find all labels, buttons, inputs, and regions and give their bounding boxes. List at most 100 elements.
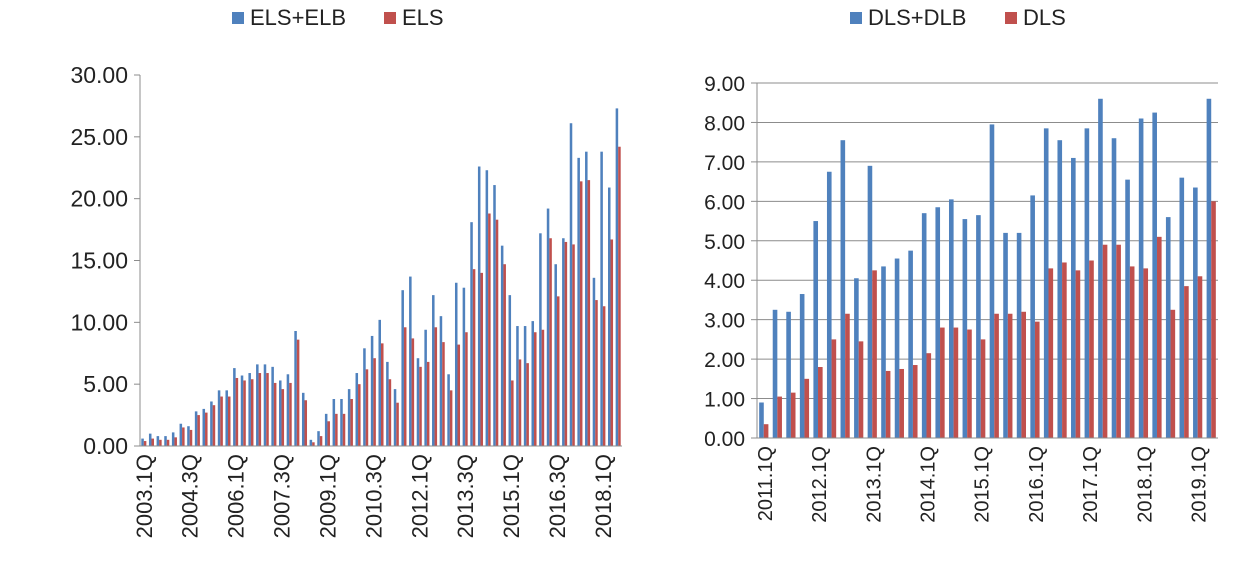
bar-secondary: [587, 180, 591, 446]
bar-total: [569, 123, 573, 446]
bar-secondary: [143, 441, 147, 446]
bar-secondary: [250, 379, 254, 446]
bar-total: [921, 213, 927, 438]
bar-total: [516, 326, 519, 446]
bar-total: [447, 374, 450, 446]
bar-total: [592, 277, 596, 446]
y-tick-label: 3.00: [704, 310, 745, 333]
bar-secondary: [1062, 262, 1067, 438]
bar-total: [813, 221, 819, 438]
x-tick-label: 2015.1Q: [972, 446, 994, 523]
bar-total: [854, 278, 859, 438]
bar-secondary: [579, 181, 583, 446]
bar-secondary: [526, 363, 529, 446]
bar-secondary: [426, 361, 430, 446]
bar-secondary: [212, 405, 216, 446]
bar-total: [179, 423, 183, 446]
bar-total: [370, 335, 374, 446]
legend-swatch: [384, 12, 396, 24]
bar-secondary: [845, 313, 850, 438]
bar-secondary: [480, 272, 483, 446]
bar-secondary: [777, 396, 782, 438]
bar-total: [908, 250, 913, 438]
bar-total: [340, 399, 343, 446]
bar-total: [263, 364, 267, 446]
bar-secondary: [381, 343, 384, 446]
bar-secondary: [442, 342, 445, 446]
bar-secondary: [411, 338, 415, 446]
bar-secondary: [296, 339, 300, 446]
bar-secondary: [273, 382, 277, 446]
bar-secondary: [912, 365, 918, 438]
bar-total: [840, 140, 846, 438]
x-tick-label: 2012.1Q: [809, 446, 831, 523]
bar-secondary: [858, 341, 864, 438]
bar-total: [546, 208, 550, 446]
x-tick-label: 2013.3Q: [453, 454, 478, 538]
y-tick-label: 0.00: [83, 433, 128, 459]
bar-secondary: [1211, 201, 1216, 438]
bar-secondary: [350, 399, 353, 446]
x-tick-label: 2015.1Q: [499, 454, 524, 538]
bar-total: [332, 399, 336, 446]
bar-secondary: [266, 373, 269, 446]
bar-secondary: [763, 424, 769, 438]
bar-secondary: [304, 400, 308, 446]
y-tick-label: 2.00: [704, 349, 745, 372]
bar-secondary: [831, 339, 837, 438]
bar-secondary: [1075, 270, 1081, 438]
bar-total: [424, 329, 427, 446]
x-tick-label: 2006.1Q: [224, 454, 249, 538]
bar-total: [286, 374, 290, 446]
bar-secondary: [953, 327, 959, 438]
legend-label: DLS+DLB: [868, 5, 966, 30]
bar-secondary: [312, 442, 315, 446]
bar-secondary: [1102, 244, 1108, 438]
bar-total: [989, 124, 995, 439]
bar-total: [1084, 128, 1090, 438]
bar-secondary: [1129, 266, 1135, 438]
bar-secondary: [872, 270, 877, 438]
bar-secondary: [804, 378, 810, 438]
bar-total: [508, 295, 512, 446]
x-tick-label: 2009.1Q: [315, 454, 340, 538]
y-tick-label: 9.00: [704, 73, 745, 96]
bar-total: [393, 389, 397, 446]
left-chart: 0.00 5.00 10.00 15.00 20.00 25.00 30.00 2003.1Q…: [70, 5, 622, 538]
bar-secondary: [518, 359, 522, 446]
bar-total: [867, 165, 873, 439]
bar-secondary: [358, 384, 361, 446]
bar-total: [309, 439, 313, 446]
bar-secondary: [365, 369, 369, 446]
bar-total: [500, 245, 504, 446]
bar-secondary: [182, 427, 185, 446]
bar-secondary: [388, 379, 392, 446]
x-tick-label: 2013.1Q: [863, 446, 885, 523]
bar-secondary: [434, 327, 438, 446]
x-tick-label: 2007.3Q: [270, 454, 295, 538]
bar-secondary: [235, 377, 239, 446]
bar-total: [386, 361, 389, 446]
x-tick-label: 2016.1Q: [1026, 446, 1048, 523]
bar-secondary: [994, 313, 999, 438]
bar-total: [826, 171, 832, 438]
bar-total: [1043, 128, 1049, 438]
x-tick-label: 2017.1Q: [1080, 446, 1102, 523]
bar-total: [271, 366, 274, 446]
bar-secondary: [403, 327, 407, 446]
bar-secondary: [457, 344, 461, 446]
bar-secondary: [967, 329, 972, 438]
bar-secondary: [511, 380, 514, 446]
x-tick-label: 2019.1Q: [1189, 446, 1211, 523]
bar-total: [1206, 98, 1212, 439]
bar-secondary: [1021, 311, 1027, 438]
bar-total: [1152, 112, 1157, 438]
bar-total: [1030, 195, 1035, 438]
bar-secondary: [1089, 260, 1094, 438]
bar-total: [881, 266, 886, 438]
bar-total: [301, 392, 305, 446]
bar-secondary: [595, 300, 598, 446]
bar-secondary: [189, 429, 193, 446]
bar-total: [225, 390, 228, 446]
bar-secondary: [488, 213, 491, 446]
